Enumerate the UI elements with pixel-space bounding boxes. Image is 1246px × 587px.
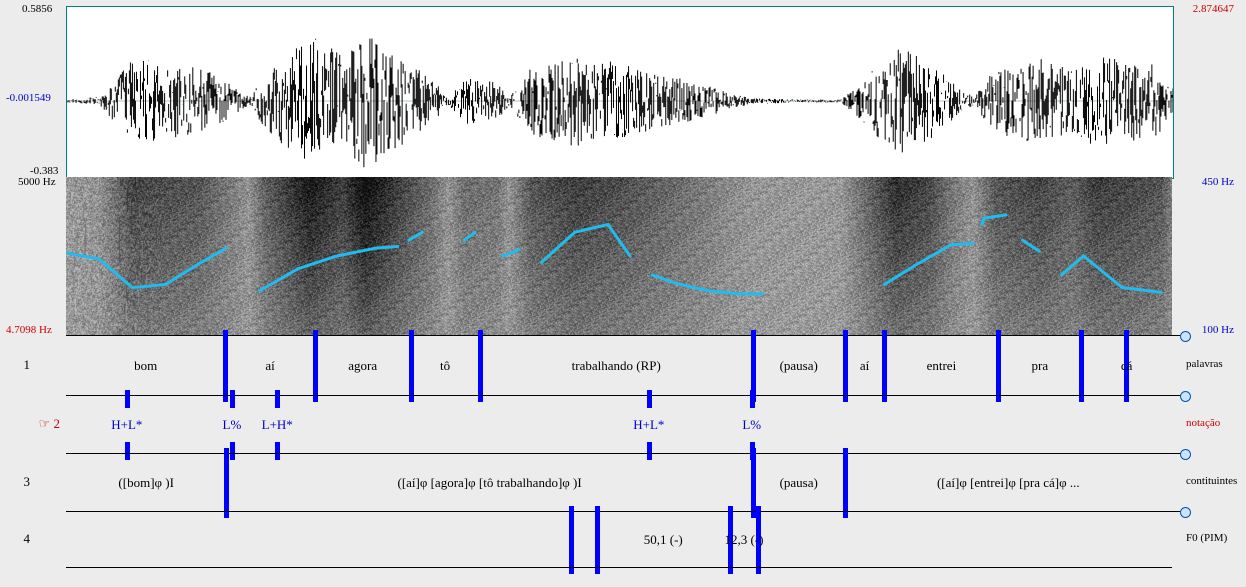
interval-cell[interactable]: bom xyxy=(66,336,225,396)
spectro-bottom-left: 4.7098 Hz xyxy=(6,324,52,336)
tiers-bottom-border xyxy=(66,567,1172,568)
tier-name: notação xyxy=(1186,417,1246,429)
interval-cell[interactable]: 50,1 (-) xyxy=(597,512,730,568)
interval-cell[interactable]: agora xyxy=(315,336,411,396)
tier-row[interactable]: 50,1 (-)12,3 (-) xyxy=(66,511,1186,568)
point-tick[interactable] xyxy=(125,390,130,408)
interval-cell[interactable]: aí xyxy=(845,336,885,396)
interval-cell[interactable]: ([bom]φ )I xyxy=(66,454,226,512)
tier-number: 1 xyxy=(0,357,30,373)
tier-name: F0 (PIM) xyxy=(1186,532,1246,544)
point-tick[interactable] xyxy=(750,390,755,408)
tier-row[interactable]: bomaíagoratôtrabalhando (RP)(pausa)aíent… xyxy=(66,335,1186,396)
spectrogram-panel[interactable] xyxy=(66,177,1172,335)
interval-cell[interactable]: (pausa) xyxy=(753,336,845,396)
interval-cell[interactable]: ([aí]φ [agora]φ [tô trabalhando]φ )I xyxy=(226,454,752,512)
point-tick[interactable] xyxy=(647,390,652,408)
tier-name: contituintes xyxy=(1186,475,1246,487)
tier-handle-icon[interactable] xyxy=(1180,391,1191,402)
spectro-right-top-hz: 450 Hz xyxy=(1202,176,1234,188)
tier-number: ☞ 2 xyxy=(10,416,60,432)
interval-cell[interactable]: 12,3 (-) xyxy=(730,512,759,568)
time-end-label: 2.874647 xyxy=(1193,3,1234,15)
interval-cell[interactable]: ([aí]φ [entrei]φ [pra cá]φ ... xyxy=(845,454,1172,512)
point-tick[interactable] xyxy=(230,390,235,408)
interval-cell[interactable]: pra xyxy=(998,336,1081,396)
tier-handle-icon[interactable] xyxy=(1180,507,1191,518)
tier-name: palavras xyxy=(1186,358,1246,370)
point-label[interactable]: H+L* xyxy=(97,417,157,433)
interval-cell[interactable]: (pausa) xyxy=(753,454,845,512)
waveform-ymax: 0.5856 xyxy=(22,3,52,15)
interval-cell[interactable]: tô xyxy=(411,336,480,396)
tier-handle-icon[interactable] xyxy=(1180,331,1191,342)
interval-cell[interactable]: cá xyxy=(1081,336,1172,396)
tier-number: 3 xyxy=(0,474,30,490)
point-label[interactable]: L% xyxy=(722,417,782,433)
interval-cell[interactable]: entrei xyxy=(884,336,998,396)
tier-row[interactable]: ([bom]φ )I([aí]φ [agora]φ [tô trabalhand… xyxy=(66,453,1186,512)
spectro-left-hz: 5000 Hz xyxy=(18,176,56,188)
point-label[interactable]: L+H* xyxy=(247,417,307,433)
spectro-right-bottom-hz: 100 Hz xyxy=(1202,324,1234,336)
point-label[interactable]: H+L* xyxy=(619,417,679,433)
waveform-yzero: -0.001549 xyxy=(6,92,51,104)
interval-boundary[interactable] xyxy=(569,506,574,574)
waveform-panel[interactable] xyxy=(66,6,1174,179)
tier-handle-icon[interactable] xyxy=(1180,449,1191,460)
tier-row[interactable]: H+L*L%L+H*H+L*L% xyxy=(66,395,1186,454)
interval-cell[interactable]: trabalhando (RP) xyxy=(480,336,753,396)
tier-number: 4 xyxy=(0,531,30,547)
interval-cell[interactable]: aí xyxy=(225,336,315,396)
point-tick[interactable] xyxy=(275,390,280,408)
